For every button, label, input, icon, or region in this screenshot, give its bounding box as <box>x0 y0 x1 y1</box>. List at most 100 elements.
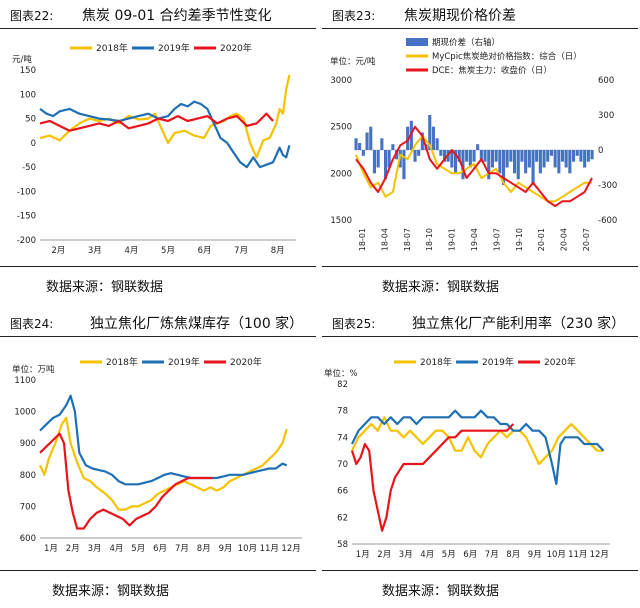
x-tick-label: 5月 <box>442 550 456 560</box>
spread-bar <box>568 150 572 174</box>
legend-label: MyCpic焦炭绝对价格指数：综合（日） <box>432 51 582 62</box>
figure-number: 图表22: <box>10 9 54 23</box>
x-tick-label: 2月 <box>66 544 80 554</box>
x-tick-label: 19-01 <box>448 228 457 251</box>
figure-title: 独立焦化厂产能利用率（230 家） <box>412 316 626 332</box>
spread-bar <box>561 150 565 162</box>
y-tick-label: -100 <box>17 187 36 197</box>
series-line-2019年 <box>39 100 291 169</box>
y-tick-label: 58 <box>337 540 348 550</box>
x-tick-label: 6月 <box>463 550 477 560</box>
x-tick-label: 4月 <box>124 246 138 256</box>
series-line-2020年 <box>39 112 274 132</box>
spread-bar <box>457 150 461 162</box>
spread-bar <box>586 150 590 162</box>
x-tick-label: 10月 <box>238 544 257 554</box>
spread-bar <box>535 150 539 162</box>
spread-bar <box>509 150 513 162</box>
spread-bar <box>579 150 583 162</box>
spread-bar <box>413 150 417 162</box>
y-tick-label: -150 <box>17 212 36 222</box>
legend-label: 2018年 <box>420 356 452 368</box>
x-tick-label: 10月 <box>547 550 566 560</box>
divider <box>322 570 638 571</box>
figure-title: 焦炭 09-01 合约差季节性变化 <box>82 8 272 24</box>
spread-bar <box>527 150 531 168</box>
x-tick-label: 9月 <box>528 550 542 560</box>
figure-number: 图表25: <box>332 317 376 331</box>
spread-bar <box>583 150 587 168</box>
spread-bar <box>395 150 399 160</box>
panel-footer: 数据来源：钢联数据 <box>0 566 316 604</box>
spread-bar <box>513 150 517 174</box>
y-tick-label-right: 300 <box>598 111 614 121</box>
divider <box>0 570 316 571</box>
x-tick-label: 6月 <box>198 246 212 256</box>
x-tick-label: 7月 <box>175 544 189 554</box>
x-tick-label: 19-04 <box>470 228 479 251</box>
x-tick-label: 12月 <box>590 550 609 560</box>
x-tick-label: 5月 <box>131 544 145 554</box>
spread-bar <box>549 150 553 156</box>
spread-bar <box>417 150 421 156</box>
y-tick-label: 1100 <box>14 376 36 386</box>
legend-label: 2018年 <box>106 356 138 368</box>
y-tick-label: 800 <box>20 471 36 481</box>
spread-bar <box>450 150 454 168</box>
divider <box>0 266 316 267</box>
figure-title: 独立焦化厂炼焦煤库存（100 家） <box>90 316 304 332</box>
y-tick-label: 66 <box>337 487 348 497</box>
x-tick-label: 18-04 <box>380 228 389 251</box>
y-tick-label-right: 0 <box>598 146 603 156</box>
x-tick-label: 1月 <box>356 550 370 560</box>
x-tick-label: 2月 <box>51 246 65 256</box>
spread-bar <box>531 150 535 185</box>
legend-label: 2020年 <box>230 356 262 368</box>
spread-bar <box>546 150 550 162</box>
x-tick-label: 19-07 <box>492 228 501 251</box>
panel-header: 图表24: 独立焦化厂炼焦煤库存（100 家） <box>0 308 316 337</box>
legend-label: 2019年 <box>168 356 200 368</box>
data-source: 数据来源：钢联数据 <box>382 280 500 295</box>
legend-label: 期现价差（右轴） <box>432 37 500 48</box>
y-axis-unit: 单位：万吨 <box>12 364 55 375</box>
spread-bar <box>365 132 369 150</box>
y-tick-label: 900 <box>20 439 36 449</box>
spread-bar <box>490 150 494 168</box>
panel-footer: 数据来源：钢联数据 <box>322 262 638 300</box>
x-tick-label: 11月 <box>260 544 279 554</box>
y-tick-label: 1000 <box>14 408 36 418</box>
panel-header: 图表23: 焦炭期现价格价差 <box>322 0 638 29</box>
spread-bar <box>502 150 506 185</box>
spread-bar <box>380 138 384 150</box>
spread-bar <box>428 115 432 150</box>
y-tick-label: 62 <box>337 513 348 523</box>
spread-bar <box>557 150 561 174</box>
spread-bar <box>435 138 439 150</box>
series-line-2020年 <box>39 432 213 530</box>
y-axis-unit: 元/吨 <box>12 54 32 65</box>
spread-bar <box>406 126 410 150</box>
y-tick-label-right: -300 <box>598 181 617 191</box>
y-tick-label: -50 <box>22 163 36 173</box>
y-axis-unit: 单位：% <box>324 368 358 379</box>
spread-bar <box>564 150 568 168</box>
x-tick-label: 3月 <box>88 544 102 554</box>
y-tick-label: 78 <box>337 407 348 417</box>
panel-chart-24: 图表24: 独立焦化厂炼焦煤库存（100 家） 单位：万吨 1100 1000 900… <box>0 308 316 608</box>
data-source: 数据来源：钢联数据 <box>46 280 164 295</box>
chart-23-canvas: 单位：元/吨30002500200015006003000-300-60018-… <box>330 37 617 251</box>
x-tick-label: 4月 <box>420 550 434 560</box>
spread-bar <box>516 150 520 180</box>
series-line-MyCpic焦炭绝对价格指数：综合（日） <box>355 135 592 203</box>
x-tick-label: 4月 <box>109 544 123 554</box>
spread-bar <box>431 126 435 150</box>
spread-bar <box>468 150 472 168</box>
spread-bar <box>542 150 546 168</box>
x-tick-label: 8月 <box>271 246 285 256</box>
panel-chart-23: 图表23: 焦炭期现价格价差 单位：元/吨 3000 2500 2000 1500 600… <box>322 0 638 300</box>
spread-bar <box>590 150 594 160</box>
x-tick-label: 20-07 <box>582 228 591 251</box>
